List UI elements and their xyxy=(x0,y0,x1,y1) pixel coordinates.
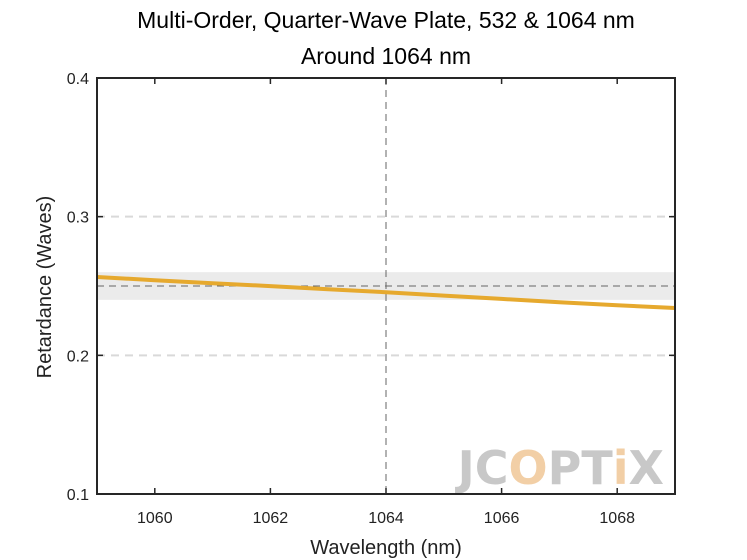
x-tick-label: 1068 xyxy=(599,510,635,527)
x-axis-ticks: 1060 1062 1064 1066 1068 xyxy=(137,78,635,527)
watermark-letter: P xyxy=(548,441,582,495)
y-axis-label: Retardance (Waves) xyxy=(34,196,56,379)
watermark-letter: O xyxy=(509,441,548,495)
y-tick-label: 0.2 xyxy=(67,348,89,365)
watermark-text: JCOPTiX xyxy=(455,441,664,495)
watermark-letter: C xyxy=(475,441,509,495)
chart-subtitle: Around 1064 nm xyxy=(301,43,471,69)
watermark-logo: JCOPTiX xyxy=(455,441,664,495)
y-tick-label: 0.4 xyxy=(67,71,89,88)
y-tick-label: 0.3 xyxy=(67,210,89,227)
x-axis-label: Wavelength (nm) xyxy=(310,537,462,559)
x-tick-label: 1060 xyxy=(137,510,173,527)
series-line xyxy=(96,275,676,310)
x-tick-label: 1066 xyxy=(484,510,520,527)
y-tick-label: 0.1 xyxy=(67,487,89,504)
grid-lines xyxy=(97,215,675,357)
x-tick-label: 1064 xyxy=(368,510,404,527)
y-axis-ticks: 0.1 0.2 0.3 0.4 xyxy=(67,71,675,504)
watermark-letter: T xyxy=(581,441,613,495)
watermark-letter: X xyxy=(629,441,664,495)
watermark-letter: i xyxy=(613,441,629,495)
x-tick-label: 1062 xyxy=(253,510,289,527)
chart-title: Multi-Order, Quarter-Wave Plate, 532 & 1… xyxy=(137,7,635,33)
series-group xyxy=(96,275,676,310)
watermark-letter: J xyxy=(455,441,475,495)
